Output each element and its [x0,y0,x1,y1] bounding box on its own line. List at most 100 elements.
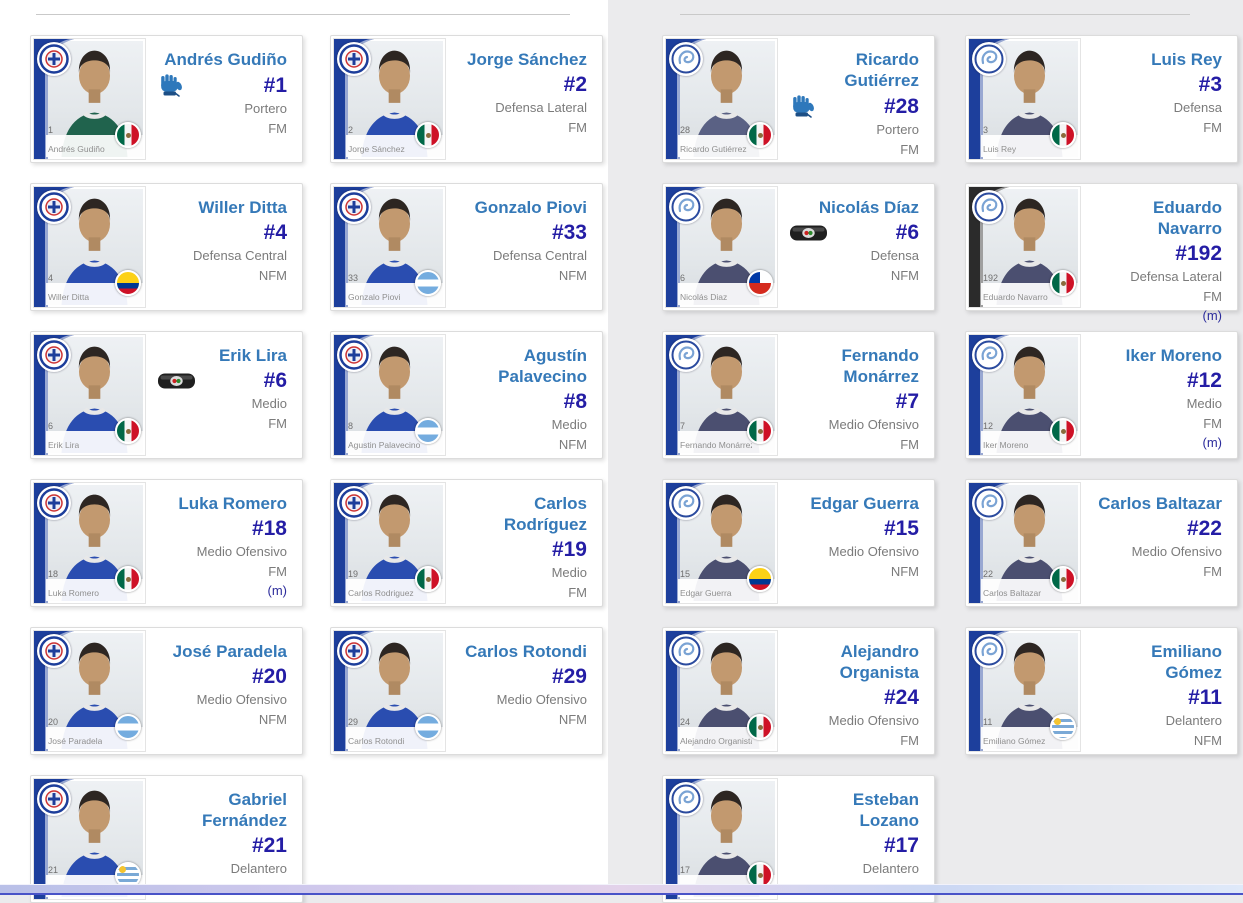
player-position: Defensa Lateral [495,100,587,115]
photo-number: 28 [680,125,691,135]
player-position: Portero [244,101,287,116]
player-card[interactable]: 29 Carlos Rotondi Carlos Rotondi #29 Med… [330,627,603,755]
mexico-flag-icon [115,566,141,592]
player-photo: 1 Andrés Gudiño [33,38,146,160]
player-card[interactable]: 12 Iker Moreno Iker Moreno #12 Medio FM … [965,331,1238,459]
player-position: Medio Ofensivo [828,544,919,559]
player-name: Jorge Sánchez [467,50,587,69]
player-card[interactable]: 4 Willer Ditta Willer Ditta #4 Defensa C… [30,183,303,311]
player-info: Jorge Sánchez #2 Defensa Lateral FM [451,36,602,162]
player-position: Delantero [862,861,919,876]
player-position: Medio [251,396,287,411]
player-name: Agustín Palavecino [498,346,587,386]
player-position: Defensa Central [193,248,287,263]
player-number: #6 [263,369,287,392]
cruz-azul-crest-icon [39,340,69,370]
cruz-azul-crest-icon [39,44,69,74]
photo-number: 12 [983,421,994,431]
mexico-flag-icon [415,122,441,148]
photo-player-name: Iker Moreno [983,440,1029,450]
puebla-crest-icon [671,44,701,74]
player-card[interactable]: 22 Carlos Baltazar Carlos Baltazar #22 M… [965,479,1238,607]
player-card[interactable]: 3 Luis Rey Luis Rey #3 Defensa FM [965,35,1238,163]
photo-player-name: Willer Ditta [48,292,90,302]
player-card[interactable]: 6 Nicolás Diaz Nicolás Díaz #6 [662,183,935,311]
argentina-flag-icon [415,270,441,296]
player-card[interactable]: 28 Ricardo Gutiérrez Ricardo Gutiérrez [662,35,935,163]
player-card[interactable]: 192 Eduardo Navarro Eduardo Navarro #192… [965,183,1238,323]
player-info: Carlos Rodríguez #19 Medio FM [451,480,602,606]
player-info: Willer Ditta #4 Defensa Central NFM [151,184,302,310]
player-position: Defensa Lateral [1130,269,1222,284]
player-status: FM [568,585,587,600]
mexico-flag-icon [747,122,773,148]
player-card[interactable]: 11 Emiliano Gómez Emiliano Gómez #11 Del… [965,627,1238,755]
player-photo: 19 Carlos Rodriguez [333,482,446,604]
player-position: Delantero [230,861,287,876]
player-card[interactable]: 8 Agustin Palavecino Agustín Palavecino … [330,331,603,459]
puebla-crest-icon [974,636,1004,666]
player-position: Defensa [870,248,919,263]
player-position: Delantero [1165,713,1222,728]
uruguay-flag-icon [1050,714,1076,740]
player-photo: 11 Emiliano Gómez [968,630,1081,752]
player-card[interactable]: 20 José Paradela José Paradela #20 Medio… [30,627,303,755]
player-position: Defensa Central [493,248,587,263]
photo-number: 29 [348,717,359,727]
player-number: #4 [263,221,287,244]
player-info: Nicolás Díaz #6 Defensa NFM [783,184,934,310]
player-name: Alejandro Organista [839,642,919,682]
cruz-azul-crest-icon [339,488,369,518]
photo-number: 7 [680,421,686,431]
cruz-azul-card-grid: 1 Andrés Gudiño Andrés Gudiño [0,0,608,903]
captain-armband-icon [790,225,827,240]
cruz-azul-crest-icon [339,192,369,222]
player-name: Ricardo Gutiérrez [844,50,919,90]
player-info: José Paradela #20 Medio Ofensivo NFM [151,628,302,754]
player-status: FM [900,733,919,748]
player-position: Medio [551,565,587,580]
player-info: Gonzalo Piovi #33 Defensa Central NFM [451,184,602,310]
player-info: Iker Moreno #12 Medio FM (m) [1086,332,1237,458]
player-position: Medio Ofensivo [828,713,919,728]
player-number: #8 [563,390,587,413]
player-photo: 24 Alejandro Organista [665,630,778,752]
photo-number: 2 [348,125,354,135]
player-card[interactable]: 19 Carlos Rodriguez Carlos Rodríguez #19… [330,479,603,607]
player-card[interactable]: 33 Gonzalo Piovi Gonzalo Piovi #33 Defen… [330,183,603,311]
cruz-azul-crest-icon [39,488,69,518]
player-name: Gonzalo Piovi [474,198,587,217]
photo-number: 22 [983,569,994,579]
cruz-azul-roster-section: 1 Andrés Gudiño Andrés Gudiño [0,0,608,903]
photo-player-name: Erik Lira [48,440,80,450]
player-card[interactable]: 6 Erik Lira Erik Lira #6 [30,331,303,459]
player-number: #6 [895,221,919,244]
player-info: Carlos Baltazar #22 Medio Ofensivo FM [1086,480,1237,606]
section-divider [36,14,570,15]
player-status: NFM [890,268,919,283]
photo-player-name: Carlos Rotondi [348,736,405,746]
player-name: Erik Lira [218,346,287,365]
photo-player-name: Alejandro Organista [680,736,752,746]
puebla-crest-icon [671,488,701,518]
player-photo: 6 Nicolás Diaz [665,186,778,308]
player-photo: 18 Luka Romero [33,482,146,604]
player-card[interactable]: 2 Jorge Sánchez Jorge Sánchez #2 Defensa… [330,35,603,163]
player-card[interactable]: 7 Fernando Monárrez Fernando Monárrez #7… [662,331,935,459]
photo-player-name: José Paradela [48,736,103,746]
player-info: Andrés Gudiño [151,36,302,162]
player-card[interactable]: 1 Andrés Gudiño Andrés Gudiño [30,35,303,163]
photo-number: 15 [680,569,691,579]
player-info: Alejandro Organista #24 Medio Ofensivo F… [783,628,934,754]
player-card[interactable]: 15 Edgar Guerra Edgar Guerra #15 Medio O… [662,479,935,607]
player-position: Defensa [1173,100,1222,115]
photo-number: 4 [48,273,54,283]
player-photo: 22 Carlos Baltazar [968,482,1081,604]
mexico-flag-icon [1050,270,1076,296]
player-status: FM [568,120,587,135]
photo-number: 17 [680,865,691,875]
player-info: Eduardo Navarro #192 Defensa Lateral FM … [1086,184,1237,323]
player-card[interactable]: 18 Luka Romero Luka Romero #18 Medio Ofe… [30,479,303,607]
player-card[interactable]: 17 Esteban Lozano Esteban Lozano #17 Del… [662,775,935,903]
player-card[interactable]: 24 Alejandro Organista Alejandro Organis… [662,627,935,755]
